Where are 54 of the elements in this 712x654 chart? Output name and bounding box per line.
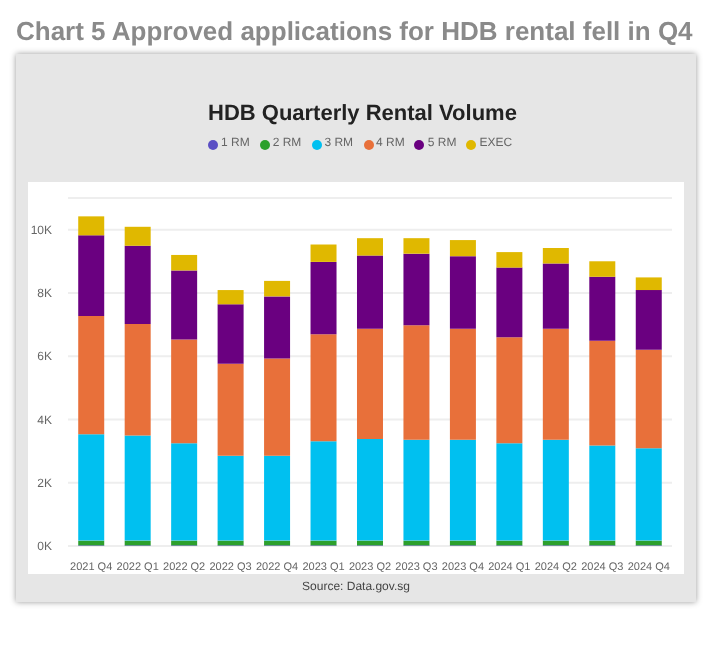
bar — [171, 254, 198, 271]
chart-subtitle: HDB Quarterly Rental Volume — [206, 100, 519, 126]
bar — [124, 245, 151, 324]
bar — [403, 238, 430, 254]
bar — [78, 235, 105, 316]
bar — [542, 439, 569, 541]
bar — [356, 255, 383, 329]
bar — [264, 455, 291, 541]
bar — [589, 261, 616, 277]
bar — [635, 277, 662, 291]
bar — [635, 290, 662, 350]
bar — [78, 316, 105, 435]
bar — [356, 439, 383, 541]
bar — [356, 328, 383, 440]
bar — [589, 340, 616, 446]
bar — [310, 334, 337, 442]
bar — [310, 244, 337, 262]
bar — [264, 280, 291, 297]
bar — [542, 263, 569, 329]
bar — [449, 439, 476, 541]
bar — [635, 448, 662, 541]
bar — [589, 445, 616, 541]
bar — [78, 434, 105, 541]
bar — [124, 226, 151, 246]
bar — [78, 216, 105, 236]
bar — [496, 443, 523, 541]
bar — [124, 435, 151, 541]
bar — [217, 363, 244, 456]
bar — [171, 270, 198, 340]
bar — [171, 339, 198, 444]
bar — [217, 290, 244, 305]
bar — [171, 443, 198, 541]
bar — [496, 337, 523, 444]
bar — [264, 358, 291, 456]
bar — [217, 455, 244, 541]
bar — [589, 276, 616, 341]
bar — [449, 256, 476, 329]
bar — [403, 325, 430, 440]
bar — [449, 240, 476, 257]
bar — [403, 439, 430, 541]
bar — [356, 238, 383, 256]
bar — [496, 267, 523, 338]
bar — [449, 328, 476, 440]
bar — [542, 328, 569, 440]
bar — [217, 304, 244, 364]
chart-title: Chart 5 Approved applications for HDB rental fell in Q4 — [16, 16, 695, 46]
bar — [264, 296, 291, 359]
bar — [635, 349, 662, 449]
bar — [310, 261, 337, 335]
bar — [542, 247, 569, 264]
bar — [124, 323, 151, 436]
bar — [496, 252, 523, 268]
bar — [310, 441, 337, 541]
bar — [403, 253, 430, 326]
